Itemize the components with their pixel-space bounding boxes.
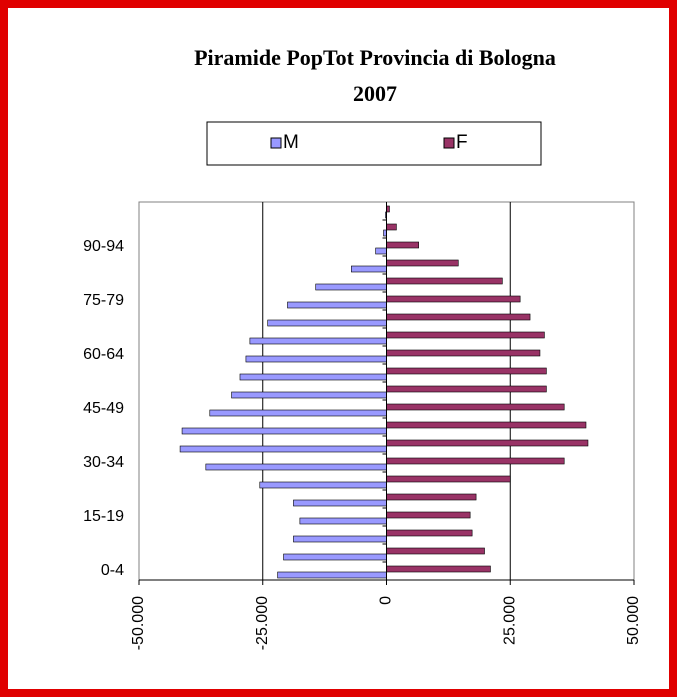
bar xyxy=(287,301,387,309)
bar xyxy=(293,499,387,507)
bar xyxy=(386,259,459,267)
y-tick-label: 15-19 xyxy=(83,508,124,525)
legend-marker xyxy=(443,137,455,149)
legend-label: M xyxy=(283,132,299,153)
bar xyxy=(386,331,545,339)
bar xyxy=(386,277,503,285)
bar xyxy=(209,409,387,417)
bar xyxy=(293,535,387,543)
bar xyxy=(351,265,387,273)
bar xyxy=(386,547,485,555)
y-tick-label: 90-94 xyxy=(83,238,124,255)
x-tick-label: -50.000 xyxy=(130,596,147,650)
bar xyxy=(205,463,387,471)
bar xyxy=(386,475,511,483)
bar xyxy=(249,337,387,345)
legend xyxy=(206,121,542,166)
bar xyxy=(179,445,387,453)
bar xyxy=(386,511,471,519)
bar xyxy=(315,283,387,291)
bar xyxy=(386,493,477,501)
y-tick-label: 60-64 xyxy=(83,346,124,363)
bar xyxy=(283,553,387,561)
bar xyxy=(386,349,541,357)
bar xyxy=(386,529,473,537)
bar xyxy=(386,241,419,249)
bar xyxy=(231,391,387,399)
bar xyxy=(386,403,565,411)
bar xyxy=(386,385,547,393)
bar xyxy=(386,421,587,429)
x-tick-label: 25.000 xyxy=(501,596,518,645)
legend-label: F xyxy=(456,132,468,153)
y-tick-label: 75-79 xyxy=(83,292,124,309)
bar xyxy=(386,367,547,375)
bar xyxy=(267,319,387,327)
bar xyxy=(181,427,387,435)
x-tick-label: 50.000 xyxy=(625,596,642,645)
legend-marker xyxy=(270,137,282,149)
bar xyxy=(386,439,589,447)
x-tick-label: 0 xyxy=(378,596,395,605)
bar xyxy=(277,571,387,579)
chart-title: 2007 xyxy=(353,81,397,106)
bar xyxy=(386,223,397,231)
bar xyxy=(386,313,531,321)
bar xyxy=(375,247,387,255)
bar xyxy=(386,565,491,573)
bar xyxy=(299,517,387,525)
bar xyxy=(386,295,521,303)
bar xyxy=(239,373,387,381)
x-tick-label: -25.000 xyxy=(254,596,271,650)
y-tick-label: 0-4 xyxy=(101,562,124,579)
bar xyxy=(245,355,387,363)
bar xyxy=(386,457,565,465)
y-tick-label: 30-34 xyxy=(83,454,124,471)
chart-title: Piramide PopTot Provincia di Bologna xyxy=(194,45,556,70)
y-tick-label: 45-49 xyxy=(83,400,124,417)
bar xyxy=(259,481,387,489)
